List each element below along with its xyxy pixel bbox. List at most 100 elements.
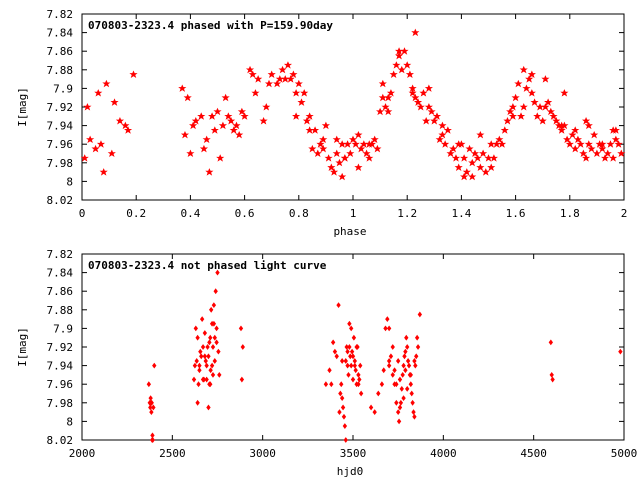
data-point xyxy=(522,84,531,92)
data-point xyxy=(343,358,349,364)
data-point xyxy=(487,140,495,148)
data-point xyxy=(576,140,585,148)
data-point xyxy=(379,381,385,388)
data-point xyxy=(205,168,214,176)
data-point xyxy=(319,145,327,153)
y-ticks: 7.82 7.84 7.86 7.88 7.9 7.92 7.94 7.96 7.98 8 8.02 xyxy=(47,8,624,207)
data-point xyxy=(340,404,346,411)
data-point xyxy=(343,140,352,148)
data-point xyxy=(207,334,213,341)
plot-frame xyxy=(81,13,625,201)
data-point xyxy=(396,418,402,425)
data-point xyxy=(151,362,157,369)
data-point xyxy=(305,126,314,134)
data-point xyxy=(196,381,201,388)
y-tick-label: 7.86 xyxy=(47,285,74,298)
x-tick-label: 3000 xyxy=(249,447,276,460)
data-point xyxy=(419,89,428,97)
data-point xyxy=(295,80,303,88)
data-point xyxy=(400,372,405,378)
data-point xyxy=(348,325,354,332)
data-point xyxy=(329,381,334,388)
data-point xyxy=(249,70,257,78)
data-point xyxy=(200,145,208,153)
data-point xyxy=(452,154,460,162)
data-point xyxy=(240,112,249,120)
data-point xyxy=(479,149,487,157)
data-point xyxy=(332,348,338,355)
data-point xyxy=(520,103,528,111)
data-point xyxy=(189,121,197,129)
data-point xyxy=(341,413,347,420)
data-point xyxy=(352,358,358,364)
data-point xyxy=(354,163,363,171)
data-point xyxy=(198,348,203,355)
data-point xyxy=(358,390,364,397)
y-tick-label: 7.94 xyxy=(47,360,74,373)
data-point xyxy=(593,149,601,157)
data-point xyxy=(468,173,476,181)
data-points xyxy=(81,28,625,181)
data-point xyxy=(460,173,468,181)
data-point xyxy=(509,112,517,120)
data-point xyxy=(517,112,525,120)
data-point xyxy=(297,98,306,106)
y-tick-label: 8.02 xyxy=(47,194,74,207)
data-point xyxy=(414,334,420,341)
y-tick-label: 7.94 xyxy=(47,120,74,133)
data-point xyxy=(392,61,401,69)
x-tick-label: 1 xyxy=(350,207,357,220)
data-point xyxy=(357,362,363,369)
x-tick-label: 1.2 xyxy=(397,207,417,220)
plot-frame xyxy=(81,253,625,441)
x-axis-label: phase xyxy=(333,225,366,238)
data-point xyxy=(268,70,276,78)
data-point xyxy=(216,154,224,162)
data-point xyxy=(191,376,197,383)
x-tick-label: 0.4 xyxy=(180,207,200,220)
data-point xyxy=(330,168,338,176)
data-point xyxy=(412,358,417,364)
data-point xyxy=(239,376,245,383)
data-point xyxy=(204,376,209,383)
data-point xyxy=(351,334,357,341)
data-point xyxy=(197,112,205,120)
x-ticks: 2000 2500 3000 3500 4000 4500 5000 xyxy=(69,254,637,460)
data-point xyxy=(203,358,209,364)
data-point xyxy=(438,121,447,129)
data-point xyxy=(566,140,574,148)
data-point xyxy=(444,126,452,134)
data-point xyxy=(487,163,495,171)
data-point xyxy=(354,131,363,139)
data-point xyxy=(300,89,308,97)
data-point xyxy=(412,413,417,420)
y-tick-label: 7.82 xyxy=(47,8,74,21)
data-point xyxy=(347,344,352,350)
data-point xyxy=(213,107,222,115)
data-point xyxy=(401,395,406,402)
data-point xyxy=(536,103,544,111)
data-point xyxy=(211,126,219,134)
data-point xyxy=(350,353,356,360)
data-point xyxy=(213,288,218,295)
data-point xyxy=(410,399,415,406)
data-point xyxy=(356,372,361,378)
data-point xyxy=(230,126,238,134)
data-point xyxy=(202,330,208,336)
data-point xyxy=(411,28,420,36)
data-point xyxy=(352,140,360,148)
data-point xyxy=(401,362,406,369)
data-point xyxy=(86,135,94,143)
data-point xyxy=(381,367,387,374)
data-point xyxy=(411,409,416,415)
data-point xyxy=(129,70,138,78)
data-point xyxy=(398,399,404,406)
x-tick-label: 1.4 xyxy=(451,207,471,220)
data-point xyxy=(205,344,210,350)
data-point xyxy=(183,94,192,101)
data-point xyxy=(379,80,387,88)
data-point xyxy=(560,89,569,97)
data-point xyxy=(405,358,411,364)
data-point xyxy=(150,432,155,439)
x-tick-label: 4000 xyxy=(430,447,457,460)
